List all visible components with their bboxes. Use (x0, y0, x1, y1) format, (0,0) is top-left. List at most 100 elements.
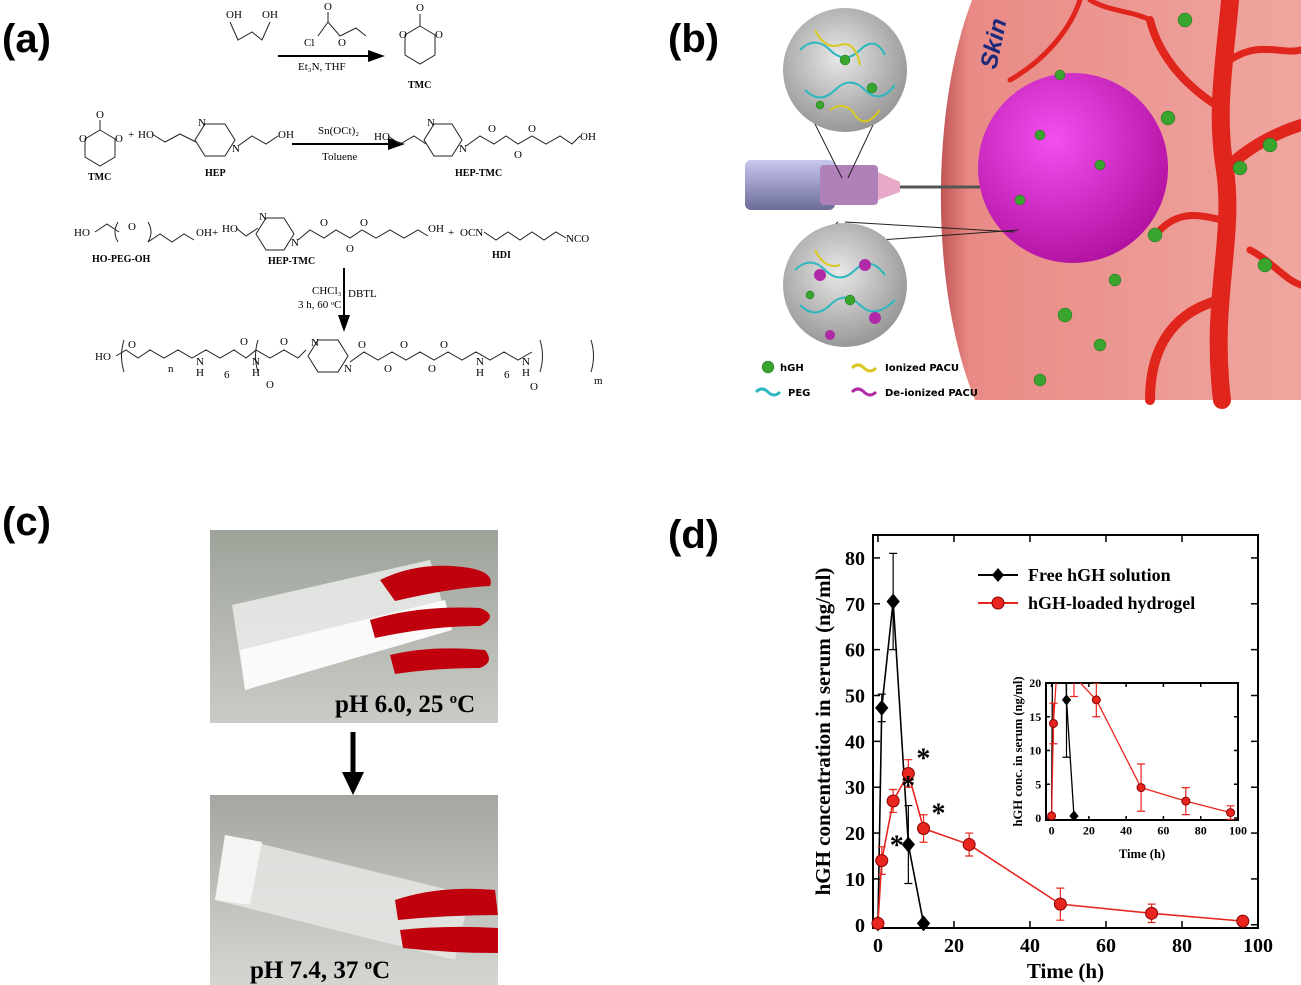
atom: n (168, 363, 174, 375)
y-tick-label: 70 (845, 594, 865, 616)
ring (194, 123, 236, 157)
plot-frame (1045, 682, 1239, 821)
legend-marker (992, 568, 1004, 582)
y-tick-label: 20 (845, 823, 865, 845)
bond (235, 227, 259, 237)
gel (215, 835, 262, 905)
panel-label: (a) (2, 17, 51, 61)
y-tick-label: 40 (845, 731, 865, 753)
legend-label: Free hGH solution (1028, 565, 1171, 585)
panel-label: (c) (2, 500, 51, 544)
legend-swatch (754, 387, 782, 397)
data-point (886, 593, 900, 610)
atom: H (522, 367, 530, 379)
atom: O (384, 363, 392, 375)
atom: H (476, 367, 484, 379)
caption-sup: o (450, 691, 458, 707)
panel-label: (d) (668, 513, 719, 557)
series-line (1050, 683, 1075, 816)
atom: O (79, 133, 87, 145)
atom: O (96, 109, 104, 121)
data-point (875, 854, 889, 868)
zoom-deionized (783, 223, 907, 347)
x-tick-label: 0 (1049, 823, 1055, 837)
photo-caption: pH 6.0, 25 oC (335, 691, 475, 718)
atom: O (280, 336, 288, 348)
legend-label: PEG (788, 388, 810, 399)
atom: OH (428, 223, 444, 235)
x-tick-label: 80 (1172, 935, 1192, 957)
atom: N (476, 356, 484, 368)
data-point (1069, 810, 1079, 820)
caption-unit: C (457, 691, 475, 718)
atom: O (400, 339, 408, 351)
caption-text: pH 6.0, 25 (335, 691, 450, 718)
atom: N (522, 356, 530, 368)
data-point (901, 766, 915, 780)
atom: Cl (304, 37, 314, 49)
compound-name: HEP-TMC (455, 168, 502, 179)
zoom-ionized (783, 8, 907, 132)
data-point (1145, 906, 1159, 920)
y-axis-label: hGH conc. in serum (ng/ml) (1011, 676, 1025, 826)
compound-name: TMC (88, 172, 111, 183)
pacu-clusters (814, 259, 881, 340)
y-tick-label: 0 (855, 915, 865, 937)
atom: HO (95, 351, 111, 363)
bond (317, 21, 367, 37)
syringe-tip (878, 172, 900, 200)
ring (404, 25, 436, 65)
bracket (121, 339, 594, 373)
atom: O (266, 379, 274, 391)
atom: N (198, 117, 206, 129)
panel-c: (c) pH 6.0, 25 oC pH 7.4, 37 oC (2, 500, 498, 985)
x-tick-label: 100 (1243, 935, 1273, 957)
x-axis-label: Time (h) (1119, 847, 1165, 861)
syringe-barrel (820, 165, 878, 205)
panel-label: (b) (668, 17, 719, 61)
significance-mark: * (932, 798, 946, 829)
atom: HO (74, 227, 90, 239)
legend-swatch (850, 363, 878, 373)
data-point (1181, 796, 1191, 806)
atom: O (435, 29, 443, 41)
plot-area (1046, 494, 1236, 820)
bond (151, 133, 197, 143)
caption-sup: o (365, 957, 373, 973)
data-point (916, 915, 931, 932)
y-tick-label: 5 (1035, 777, 1041, 791)
atom: O (428, 363, 436, 375)
arrow-head (368, 50, 385, 62)
x-tick-label: 40 (1020, 935, 1040, 957)
atom: O (320, 217, 328, 229)
atom: O (128, 339, 136, 351)
significance-mark: * (890, 831, 904, 862)
atom: N (291, 237, 299, 249)
panel-a: (a) OH OH O Cl O Et₃N, THF O O O TMC O O… (2, 1, 603, 393)
data-point (901, 836, 915, 853)
x-tick-label: 20 (944, 935, 964, 957)
atom: H (252, 367, 260, 379)
atom: O (530, 381, 538, 393)
atom: O (115, 133, 123, 145)
arrow-head (338, 315, 350, 332)
legend-label: Ionized PACU (885, 363, 959, 374)
data-point (1136, 783, 1146, 793)
bond (483, 231, 567, 241)
glove (395, 888, 498, 953)
bond (465, 135, 581, 147)
inset-chart: 0 5 10 15 20 0 20 40 60 80 100 Time (h) hGH conc. in… (1011, 494, 1247, 861)
y-tick-label: 15 (1029, 710, 1041, 724)
bond (94, 221, 195, 243)
compound-name: HEP (205, 168, 226, 179)
data-point (1047, 811, 1057, 820)
atom: O (358, 339, 366, 351)
legend-label: hGH-loaded hydrogel (1028, 593, 1195, 613)
x-tick-label: 20 (1083, 823, 1095, 837)
data-point (1049, 494, 1057, 504)
y-tick-label: 10 (845, 869, 865, 891)
photo-caption: pH 7.4, 37 oC (250, 957, 390, 984)
